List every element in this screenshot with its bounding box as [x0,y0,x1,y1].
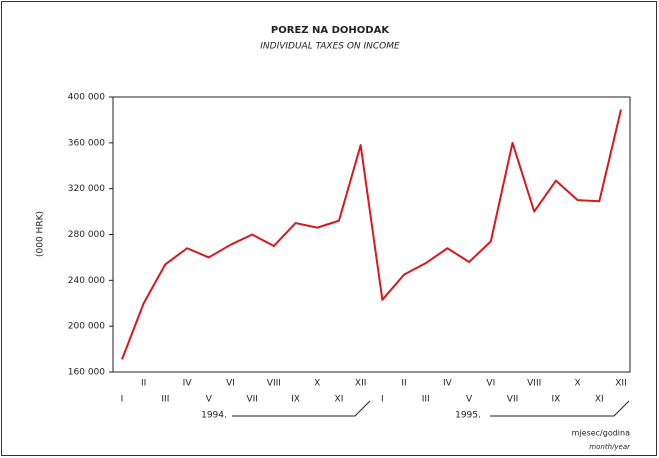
x-axis-label-en: month/year [589,443,631,451]
year-bracket [232,400,371,417]
y-axis-label: (000 HRK) [36,211,46,257]
x-tick-label: X [575,379,581,389]
y-tick-label: 240 000 [68,276,105,286]
x-tick-label: IV [183,379,193,389]
y-tick-label: 280 000 [68,230,105,240]
x-tick-label: XI [595,395,604,405]
x-tick-label: V [466,395,473,405]
year-label: 1994. [201,411,227,421]
x-tick-label: VII [507,395,518,405]
x-tick-label: V [206,395,213,405]
x-tick-label: III [422,395,430,405]
x-tick-label: II [401,379,406,389]
chart-subtitle: INDIVIDUAL TAXES ON INCOME [260,42,400,52]
plot-frame [112,96,631,373]
x-tick-label: X [314,379,320,389]
x-axis-label: mjesec/godina [572,429,630,438]
x-tick-label: VI [486,379,495,389]
year-bracket [490,400,630,417]
x-tick-label: XI [335,395,344,405]
x-tick-label: IV [443,379,453,389]
x-tick-label: I [381,395,384,405]
x-tick-label: I [121,395,124,405]
x-tick-label: VII [246,395,257,405]
x-tick-label: VIII [527,379,541,389]
chart-title: POREZ NA DOHODAK [271,25,390,36]
x-tick-label: III [161,395,169,405]
x-tick-label: VI [226,379,235,389]
line-series [121,109,622,360]
x-tick-label: IX [291,395,300,405]
x-tick-label: XII [615,379,626,389]
y-tick-label: 320 000 [68,184,105,194]
y-tick-label: 200 000 [68,322,105,332]
x-tick-label: II [141,379,146,389]
y-tick-label: 400 000 [68,93,105,103]
y-tick-label: 360 000 [68,138,105,148]
x-tick-label: IX [551,395,560,405]
x-tick-label: XII [355,379,366,389]
y-tick-label: 160 000 [68,368,105,378]
x-tick-label: VIII [267,379,281,389]
year-label: 1995. [455,411,481,421]
